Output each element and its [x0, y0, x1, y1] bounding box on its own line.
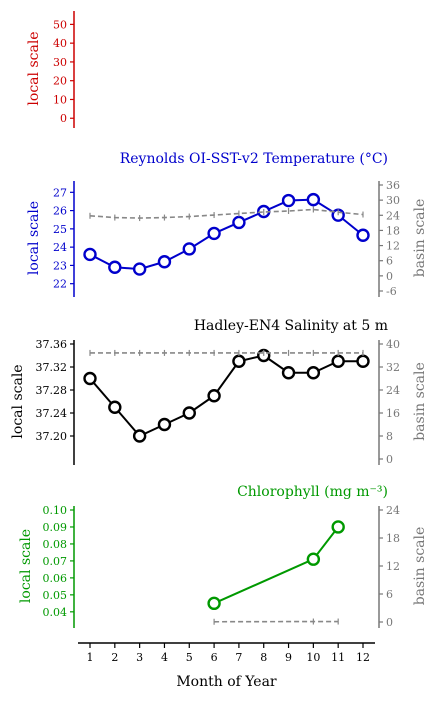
right-tick-label: 30: [386, 194, 400, 207]
local-point-2-5: [209, 390, 220, 401]
right-tick-label: 32: [386, 361, 400, 374]
right-tick-label: 16: [386, 407, 400, 420]
left-tick-label: 37.24: [36, 407, 68, 420]
left-tick-label: 0.09: [43, 521, 68, 534]
left-tick-label: 40: [53, 37, 67, 50]
left-tick-label: 37.20: [36, 430, 68, 443]
left-tick-label: 20: [53, 75, 67, 88]
local-point-3-0: [209, 598, 220, 609]
x-tick-label: 6: [211, 651, 218, 664]
local-point-1-1: [109, 262, 120, 273]
x-tick-label: 3: [136, 651, 143, 664]
x-tick-label: 7: [235, 651, 242, 664]
local-point-1-3: [159, 256, 170, 267]
left-tick-label: 0.05: [43, 589, 68, 602]
local-series-line-2: [90, 356, 363, 437]
left-axis-title: local scale: [26, 31, 42, 105]
local-point-2-0: [85, 373, 96, 384]
local-point-2-3: [159, 419, 170, 430]
panel-title: Reynolds OI-SST-v2 Temperature (°C): [120, 151, 388, 167]
right-axis-title: basin scale: [412, 362, 428, 441]
right-axis-title: basin scale: [412, 199, 428, 278]
local-point-2-11: [358, 356, 369, 367]
local-point-1-8: [283, 195, 294, 206]
right-tick-label: 36: [386, 179, 400, 192]
left-tick-label: 23: [53, 259, 67, 272]
right-tick-label: 6: [386, 255, 393, 268]
right-tick-label: 24: [386, 209, 400, 222]
local-point-1-5: [209, 228, 220, 239]
left-tick-label: 25: [53, 223, 67, 236]
panel-title: Hadley-EN4 Salinity at 5 m: [194, 318, 388, 334]
x-axis-title: Month of Year: [176, 674, 277, 690]
x-tick-label: 1: [87, 651, 94, 664]
local-point-3-1: [308, 554, 319, 565]
local-point-1-9: [308, 194, 319, 205]
right-tick-label: 40: [386, 338, 400, 351]
panel-title: Chlorophyll (mg m⁻³): [237, 484, 388, 500]
left-tick-label: 0.10: [43, 504, 68, 517]
left-axis-title: local scale: [26, 201, 42, 275]
x-tick-label: 10: [306, 651, 320, 664]
right-tick-label: 24: [386, 384, 400, 397]
left-tick-label: 0.08: [43, 538, 68, 551]
local-point-3-2: [333, 521, 344, 532]
local-point-2-1: [109, 402, 120, 413]
local-point-2-4: [184, 408, 195, 419]
left-tick-label: 24: [53, 241, 67, 254]
left-tick-label: 22: [53, 278, 67, 291]
local-series-line-3: [214, 527, 338, 603]
x-tick-label: 8: [260, 651, 267, 664]
right-tick-label: 18: [386, 532, 400, 545]
left-tick-label: 0.04: [43, 606, 68, 619]
right-tick-label: 12: [386, 240, 400, 253]
local-point-1-4: [184, 243, 195, 254]
right-axis-title: basin scale: [412, 527, 428, 606]
x-tick-label: 9: [285, 651, 292, 664]
local-point-1-2: [134, 264, 145, 275]
right-tick-label: 18: [386, 224, 400, 237]
left-tick-label: 37.28: [36, 384, 68, 397]
local-point-1-11: [358, 230, 369, 241]
local-point-2-9: [308, 367, 319, 378]
local-point-2-6: [233, 356, 244, 367]
local-point-2-10: [333, 356, 344, 367]
left-tick-label: 30: [53, 56, 67, 69]
right-tick-label: 8: [386, 430, 393, 443]
basin-series-line-1: [90, 209, 363, 218]
left-axis-title: local scale: [10, 364, 26, 438]
left-axis-title: local scale: [18, 529, 34, 603]
left-tick-label: 37.32: [36, 361, 68, 374]
left-tick-label: 27: [53, 186, 67, 199]
local-point-2-2: [134, 431, 145, 442]
x-tick-label: 5: [186, 651, 193, 664]
left-tick-label: 0.06: [43, 572, 68, 585]
left-tick-label: 26: [53, 205, 67, 218]
x-tick-label: 12: [356, 651, 370, 664]
left-tick-label: 37.36: [36, 338, 68, 351]
x-tick-label: 2: [111, 651, 118, 664]
right-tick-label: 6: [386, 588, 393, 601]
x-tick-label: 11: [331, 651, 345, 664]
right-tick-label: 0: [386, 453, 393, 466]
local-point-1-6: [233, 217, 244, 228]
left-tick-label: 0: [60, 112, 67, 125]
local-point-2-8: [283, 367, 294, 378]
left-tick-label: 0.07: [43, 555, 68, 568]
right-tick-label: 12: [386, 560, 400, 573]
right-tick-label: 0: [386, 270, 393, 283]
local-point-1-0: [85, 249, 96, 260]
left-tick-label: 10: [53, 93, 67, 106]
right-tick-label: -6: [386, 285, 397, 298]
right-tick-label: 24: [386, 504, 400, 517]
right-tick-label: 0: [386, 616, 393, 629]
x-tick-label: 4: [161, 651, 168, 664]
left-tick-label: 50: [53, 18, 67, 31]
